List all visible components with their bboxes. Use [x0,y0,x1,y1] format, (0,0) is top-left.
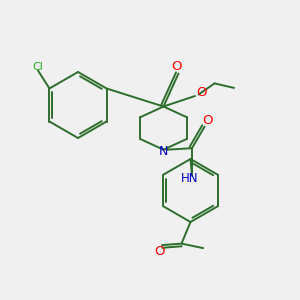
Text: Cl: Cl [33,61,44,72]
Text: O: O [202,113,213,127]
Text: O: O [154,245,165,258]
Text: O: O [172,60,182,74]
Text: O: O [196,86,207,99]
Text: N: N [159,145,168,158]
Text: HN: HN [181,172,198,185]
